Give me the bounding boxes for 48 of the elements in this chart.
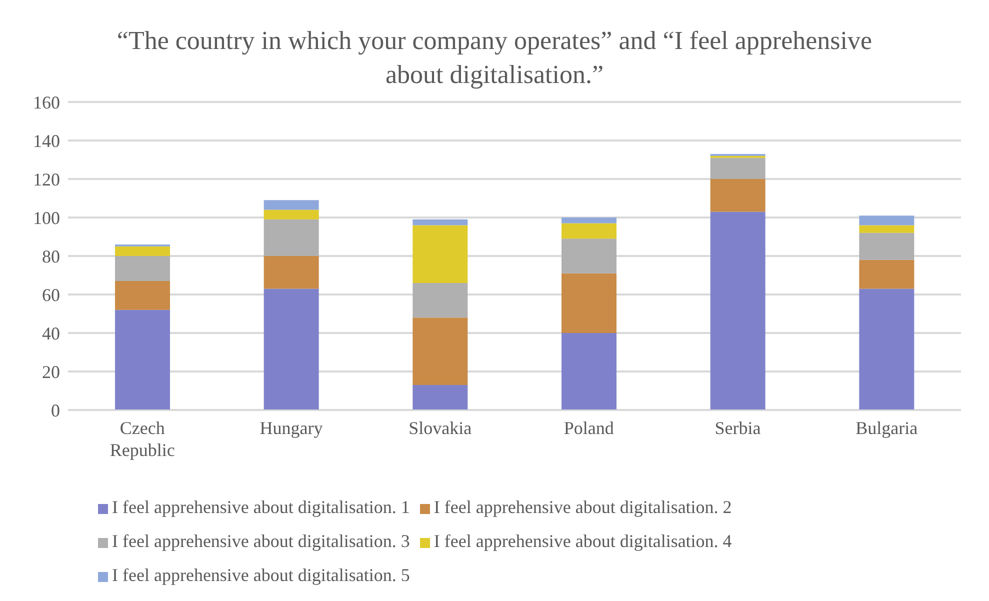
bar bbox=[412, 219, 468, 226]
y-tick-label: 0 bbox=[51, 400, 60, 420]
bar bbox=[859, 260, 914, 289]
bar bbox=[562, 273, 616, 333]
bar bbox=[562, 218, 616, 224]
bar bbox=[859, 288, 914, 410]
bar bbox=[115, 281, 170, 310]
bar bbox=[562, 238, 616, 274]
y-tick-label: 100 bbox=[33, 208, 60, 228]
y-tick-label: 120 bbox=[33, 169, 60, 190]
bar bbox=[115, 246, 170, 256]
bar bbox=[264, 288, 319, 410]
bar bbox=[264, 200, 319, 210]
bar bbox=[264, 256, 319, 289]
bar bbox=[115, 256, 170, 282]
y-tick-label: 60 bbox=[42, 284, 60, 305]
bar bbox=[412, 318, 468, 385]
bar bbox=[562, 223, 616, 239]
x-tick-label: Serbia bbox=[714, 418, 761, 438]
x-tick-label: Bulgaria bbox=[856, 418, 918, 438]
bar bbox=[859, 225, 914, 233]
bar bbox=[412, 384, 468, 410]
bar bbox=[264, 219, 319, 256]
x-tick-label: Poland bbox=[564, 418, 614, 438]
legend-label: I feel apprehensive about digitalisation. 1 bbox=[112, 497, 410, 517]
legend-label: I feel apprehensive about digitalisation. 5 bbox=[112, 565, 410, 585]
bar bbox=[412, 225, 468, 283]
x-tick-label: Slovakia bbox=[408, 418, 472, 438]
chart-title: “The country in which your company operates” and “I feel apprehensive about digitalisation.” bbox=[116, 25, 874, 91]
legend-label: I feel apprehensive about digitalisation. 3 bbox=[112, 531, 410, 551]
bar bbox=[710, 212, 766, 410]
bar bbox=[115, 310, 170, 410]
legend-label: I feel apprehensive about digitalisation. 2 bbox=[434, 497, 732, 517]
bar bbox=[562, 333, 616, 410]
y-tick-label: 40 bbox=[42, 323, 60, 344]
legend-label: I feel apprehensive about digitalisation. 4 bbox=[434, 531, 732, 551]
y-tick-label: 140 bbox=[33, 130, 60, 151]
bar bbox=[412, 282, 468, 318]
bar bbox=[710, 158, 766, 179]
bar bbox=[264, 210, 319, 220]
y-tick-label: 20 bbox=[42, 362, 60, 382]
bar bbox=[859, 232, 914, 260]
bar bbox=[710, 179, 766, 212]
y-tick-label: 160 bbox=[33, 92, 60, 112]
bar bbox=[859, 216, 914, 226]
x-tick-label: Hungary bbox=[260, 418, 323, 438]
y-tick-label: 80 bbox=[42, 246, 60, 266]
x-tick-label: Czech Republic bbox=[110, 418, 175, 460]
